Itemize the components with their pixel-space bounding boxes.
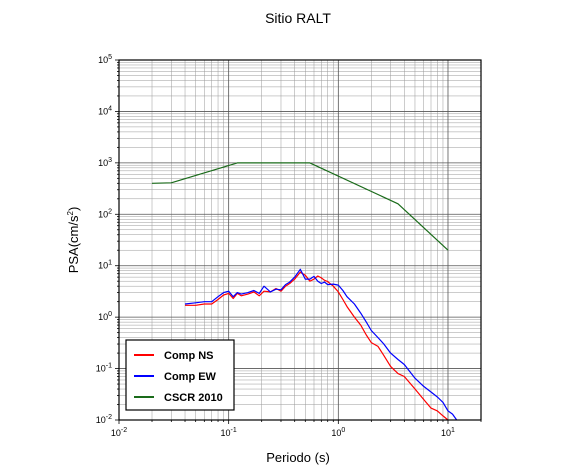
x-tick-label-exp: 1 [451, 427, 455, 434]
y-tick-label: 104 [98, 105, 112, 116]
y-axis-label-tail: ) [66, 207, 81, 211]
y-tick-label-exp: 3 [108, 157, 112, 164]
y-tick-label-base: 10 [96, 364, 106, 374]
plot-frame [118, 59, 482, 421]
y-tick-label-exp: 1 [108, 260, 112, 267]
y-tick-label-base: 10 [98, 209, 108, 219]
y-tick-label: 105 [98, 54, 112, 65]
y-tick-label: 103 [98, 157, 112, 168]
legend-entry-ew: Comp EW [134, 371, 217, 383]
x-axis-label: Periodo (s) [266, 450, 330, 465]
y-tick-label: 10-2 [96, 414, 112, 425]
x-tick-label-exp: -1 [231, 427, 237, 434]
x-tick-label-exp: -2 [121, 427, 127, 434]
series-line-cscr [151, 162, 449, 251]
chart-title: Sitio RALT [265, 10, 331, 26]
y-axis-label-sup: 2 [66, 211, 75, 216]
legend-entry-ns: Comp NS [134, 350, 214, 362]
y-tick-label-exp: 2 [108, 208, 112, 215]
series-line-ns [185, 271, 449, 421]
y-tick-label-exp: 5 [108, 54, 112, 61]
legend: Comp NS Comp EW CSCR 2010 [125, 339, 235, 411]
y-tick-label-exp: -2 [106, 414, 112, 421]
x-tick-label-base: 10 [111, 428, 121, 438]
y-tick-label-exp: 4 [108, 105, 112, 112]
legend-entry-cscr: CSCR 2010 [134, 392, 223, 404]
y-tick-label-base: 10 [96, 415, 106, 425]
y-tick-label: 100 [98, 311, 112, 322]
y-tick-label-base: 10 [98, 158, 108, 168]
legend-label-cscr: CSCR 2010 [164, 392, 223, 404]
x-tick-label: 10-2 [111, 427, 127, 438]
y-tick-label-base: 10 [98, 312, 108, 322]
y-tick-label: 102 [98, 208, 112, 219]
x-tick-label-base: 10 [331, 428, 341, 438]
y-tick-label-base: 10 [98, 106, 108, 116]
y-tick-label-exp: -1 [106, 363, 112, 370]
x-tick-label: 101 [441, 427, 455, 438]
y-tick-label-exp: 0 [108, 311, 112, 318]
y-axis-label: PSA(cm/s2) [66, 207, 81, 274]
y-axis-label-main: PSA(cm/s [66, 215, 81, 273]
y-tick-label-base: 10 [98, 55, 108, 65]
series-layer [151, 162, 458, 421]
x-tick-label: 100 [331, 427, 345, 438]
legend-label-ns: Comp NS [164, 350, 214, 362]
series-line-ew [184, 268, 458, 421]
y-tick-label-base: 10 [98, 261, 108, 271]
grid-minor [119, 60, 482, 420]
x-tick-label-base: 10 [221, 428, 231, 438]
x-tick-labels: 10-2 10-1 100 101 [111, 427, 455, 438]
x-tick-label-exp: 0 [341, 427, 345, 434]
plot-area [115, 59, 482, 424]
y-tick-label: 101 [98, 260, 112, 271]
x-tick-label-base: 10 [441, 428, 451, 438]
x-tick-label: 10-1 [221, 427, 237, 438]
legend-label-ew: Comp EW [164, 371, 217, 383]
y-tick-label: 10-1 [96, 363, 112, 374]
